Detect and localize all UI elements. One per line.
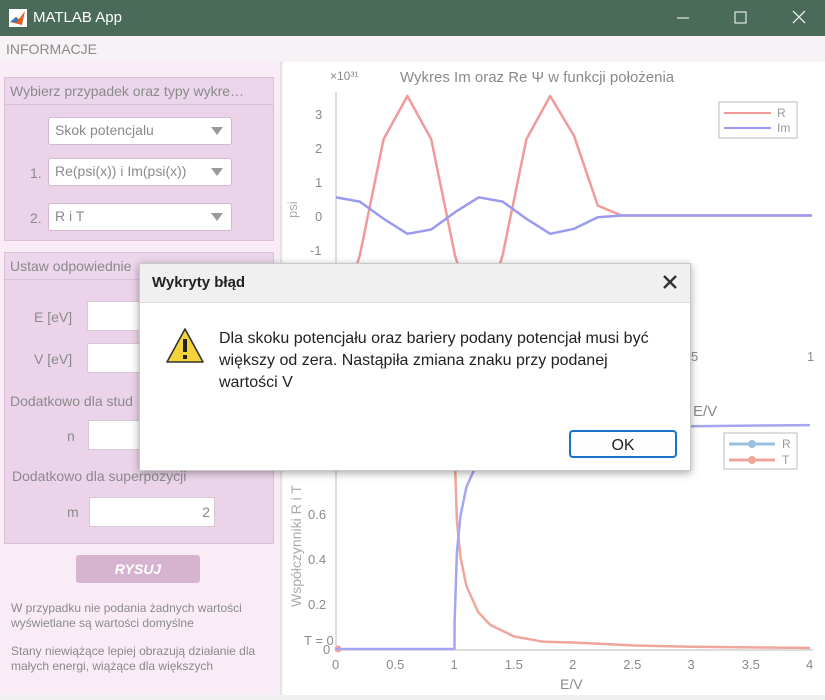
plot2-xtick: 3	[688, 657, 695, 672]
plot1-xtick: 1	[807, 349, 814, 364]
case-group: Wybierz przypadek oraz typy wykre… Skok …	[4, 77, 274, 241]
case-group-header: Wybierz przypadek oraz typy wykre…	[5, 78, 273, 105]
minimize-button[interactable]	[653, 0, 713, 36]
plot2-xtick: 0	[332, 657, 339, 672]
plot1-ytick: 3	[315, 107, 322, 122]
case-dropdown-value: Skok potencjalu	[55, 122, 154, 138]
legend-marker-r2	[748, 440, 756, 448]
plot2-ytick: 0.2	[308, 597, 326, 612]
plot1-ytick: 2	[315, 141, 322, 156]
legend-label-r2: R	[782, 437, 791, 451]
plot1-exponent: ×10³¹	[330, 69, 358, 83]
plot2-xlabel: E/V	[560, 676, 583, 692]
ok-button[interactable]: OK	[569, 430, 677, 458]
plot1-ytick: 0	[315, 209, 322, 224]
maximize-icon	[734, 11, 747, 24]
plot2-ytick: 0.4	[308, 552, 326, 567]
m-label: m	[67, 504, 79, 520]
plot1-legend[interactable]: R Im	[718, 101, 798, 139]
maximize-button[interactable]	[710, 0, 770, 36]
plot2-number: 2.	[30, 210, 42, 226]
plot1-dropdown-value: Re(psi(x)) i Im(psi(x))	[55, 163, 187, 179]
error-dialog: Wykryty błąd Dla skoku potencjału oraz b…	[139, 263, 691, 471]
legend-marker-t2	[748, 456, 756, 464]
chevron-down-icon	[211, 127, 223, 135]
warning-icon	[166, 328, 204, 363]
close-icon	[792, 10, 806, 24]
e-label: E [eV]	[34, 309, 73, 325]
plot1-title: Wykres Im oraz Re Ψ w funkcji położenia	[400, 69, 675, 86]
plot2-xtick: 2.5	[623, 657, 641, 672]
control-panel: Wybierz przypadek oraz typy wykre… Skok …	[0, 62, 281, 695]
matlab-icon	[9, 9, 27, 27]
plot2-ylabel: Współczynniki R i T	[288, 485, 304, 607]
n-label: n	[67, 428, 75, 444]
plot2-xtick: 2	[569, 657, 576, 672]
energy-note: Stany niewiążące lepiej obrazują działan…	[11, 644, 256, 673]
minimize-icon	[677, 17, 689, 19]
series-line-im	[336, 196, 812, 236]
plot2-dropdown[interactable]: R i T	[48, 203, 232, 231]
chevron-down-icon	[211, 168, 223, 176]
superposition-label: Dodatkowo dla superpozycji	[12, 468, 187, 484]
menu-informacje[interactable]: INFORMACJE	[6, 41, 97, 57]
m-value: 2	[202, 504, 210, 520]
plot2-xtick: 3.5	[742, 657, 760, 672]
title-bar: MATLAB App	[0, 0, 825, 36]
case-group-title: Wybierz przypadek oraz typy wykre…	[10, 83, 245, 99]
window-title: MATLAB App	[33, 9, 122, 26]
dialog-header: Wykryty błąd	[140, 264, 690, 303]
plot1-number: 1.	[30, 165, 42, 181]
plot1-xtick: 5	[691, 349, 698, 364]
plot1-dropdown[interactable]: Re(psi(x)) i Im(psi(x))	[48, 158, 232, 186]
plot2-xtick: 1	[451, 657, 458, 672]
close-icon[interactable]	[660, 272, 680, 292]
legend-label-im: Im	[777, 121, 790, 135]
plot1-ytick: 1	[315, 175, 322, 190]
case-dropdown[interactable]: Skok potencjalu	[48, 117, 232, 145]
t-zero-annotation: T = 0	[304, 633, 334, 648]
plot1-ylabel: psi	[285, 201, 300, 218]
extra-label: Dodatkowo dla stud	[10, 393, 133, 409]
plot2-xtick: 1.5	[505, 657, 523, 672]
plot2-ytick: 0.6	[308, 507, 326, 522]
plot1-ytick: -1	[310, 243, 322, 258]
plot2-legend[interactable]: R T	[723, 432, 798, 470]
legend-label-r: R	[777, 106, 786, 120]
default-values-note: W przypadku nie podania żadnych wartości…	[11, 601, 242, 630]
plot2-xtick: 0.5	[386, 657, 404, 672]
dialog-title: Wykryty błąd	[152, 274, 246, 291]
plot2-top-label: E/V	[693, 403, 717, 420]
rysuj-button[interactable]: RYSUJ	[76, 555, 200, 583]
plot2-xtick: 4	[806, 657, 813, 672]
params-group-title: Ustaw odpowiednie	[10, 258, 132, 274]
close-button[interactable]	[767, 0, 825, 36]
chevron-down-icon	[211, 213, 223, 221]
legend-label-t2: T	[782, 453, 790, 467]
dialog-message: Dla skoku potencjału oraz bariery podany…	[219, 330, 649, 391]
series-line-r	[336, 422, 811, 650]
m-field[interactable]: 2	[89, 497, 215, 527]
v-label: V [eV]	[34, 351, 73, 367]
plot2-ytick: 0	[323, 642, 330, 657]
plot2-dropdown-value: R i T	[55, 208, 85, 224]
